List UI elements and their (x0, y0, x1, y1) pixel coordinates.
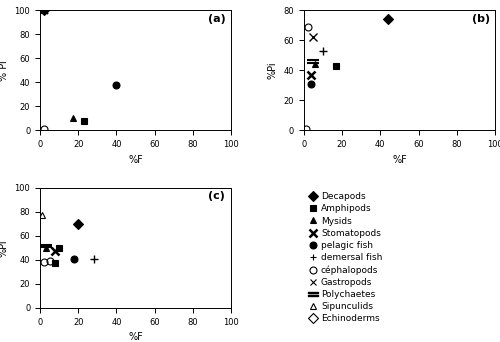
X-axis label: %F: %F (128, 155, 143, 165)
Y-axis label: %Pi: %Pi (0, 239, 9, 256)
Text: (c): (c) (208, 192, 225, 201)
X-axis label: %F: %F (392, 155, 407, 165)
Legend: Decapods, Amphipods, Mysids, Stomatopods, pelagic fish, demersal fish, céphalopo: Decapods, Amphipods, Mysids, Stomatopods… (308, 192, 382, 324)
Text: (a): (a) (208, 14, 226, 24)
X-axis label: %F: %F (128, 332, 143, 342)
Text: (b): (b) (472, 14, 490, 24)
Y-axis label: %Pi: %Pi (268, 62, 278, 79)
Y-axis label: % Pi: % Pi (0, 60, 9, 81)
